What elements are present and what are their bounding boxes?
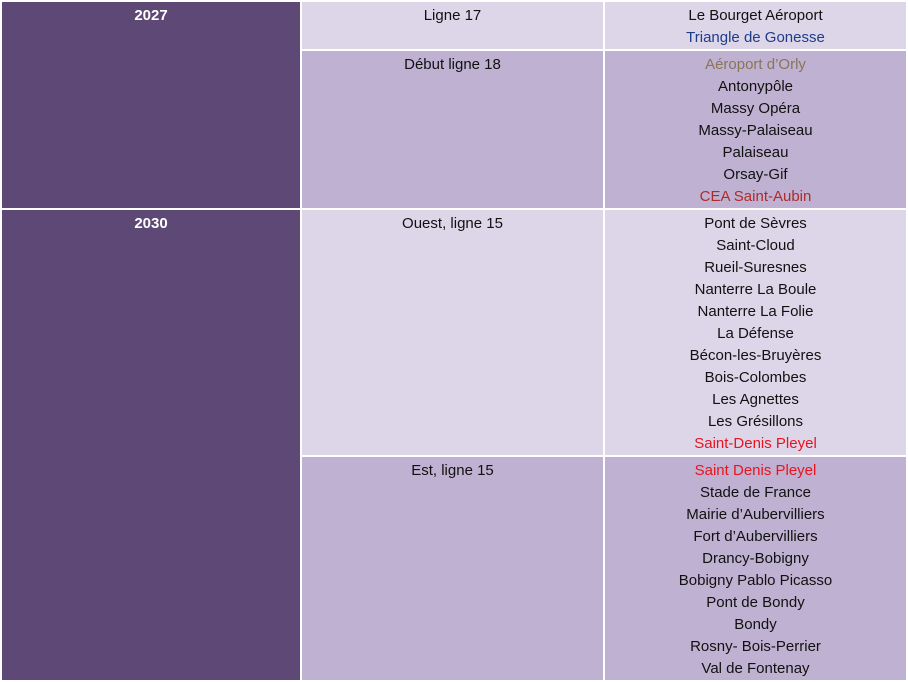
station: Nanterre La Boule <box>694 281 817 298</box>
station: Les Grésillons <box>707 413 804 430</box>
station: Massy Opéra <box>710 100 801 117</box>
line-cell: Est, ligne 15 <box>300 455 605 682</box>
line-cell: Début ligne 18 <box>300 49 605 210</box>
station: Bondy <box>734 616 777 633</box>
station: Antonypôle <box>717 78 794 95</box>
table-row: 2030 Ouest, ligne 15 Pont de Sèvres Saint-C… <box>0 208 908 682</box>
station: Bobigny Pablo Picasso <box>678 572 833 589</box>
station: La Défense <box>717 325 794 342</box>
stations-cell: Aéroport d’Orly Antonypôle Massy Opéra Mass… <box>603 49 908 210</box>
year-cell: 2027 <box>0 0 302 210</box>
station: Val de Fontenay <box>701 660 810 677</box>
station: Pont de Sèvres <box>704 215 807 232</box>
station: Saint-Denis Pleyel <box>694 435 817 452</box>
station: Mairie d’Aubervilliers <box>686 506 825 523</box>
station: Rosny- Bois-Perrier <box>690 638 821 655</box>
station: CEA Saint-Aubin <box>699 188 812 205</box>
line-cell: Ligne 17 <box>300 0 605 51</box>
station: Le Bourget Aéroport <box>688 7 823 24</box>
station: Saint Denis Pleyel <box>694 462 817 479</box>
station: Pont de Bondy <box>706 594 805 611</box>
stations-cell: Pont de Sèvres Saint-Cloud Rueil-Suresnes N… <box>603 208 908 457</box>
station: Drancy-Bobigny <box>702 550 809 567</box>
station: Nanterre La Folie <box>697 303 814 320</box>
station: Saint-Cloud <box>716 237 795 254</box>
station: Rueil-Suresnes <box>704 259 807 276</box>
station: Stade de France <box>700 484 811 501</box>
station: Massy-Palaiseau <box>698 122 813 139</box>
station: Orsay-Gif <box>723 166 788 183</box>
station: Bois-Colombes <box>704 369 807 386</box>
station: Aéroport d’Orly <box>705 56 806 73</box>
station: Triangle de Gonesse <box>686 29 825 46</box>
table-row: Début ligne 18 Aéroport d’Orly Antonypôle M… <box>1 49 908 210</box>
year-cell: 2030 <box>0 208 302 682</box>
station: Palaiseau <box>722 144 789 161</box>
line-cell: Ouest, ligne 15 <box>300 208 605 457</box>
stations-cell: Saint Denis Pleyel Stade de France Mairie … <box>603 455 908 682</box>
station: Bécon-les-Bruyères <box>689 347 822 364</box>
table-row: 2027 Ligne 17 Le Bourget Aéroport Triangle … <box>0 0 908 210</box>
station: Les Agnettes <box>712 391 799 408</box>
stations-cell: Le Bourget Aéroport Triangle de Gonesse <box>603 0 908 51</box>
station: Fort d’Aubervilliers <box>693 528 818 545</box>
